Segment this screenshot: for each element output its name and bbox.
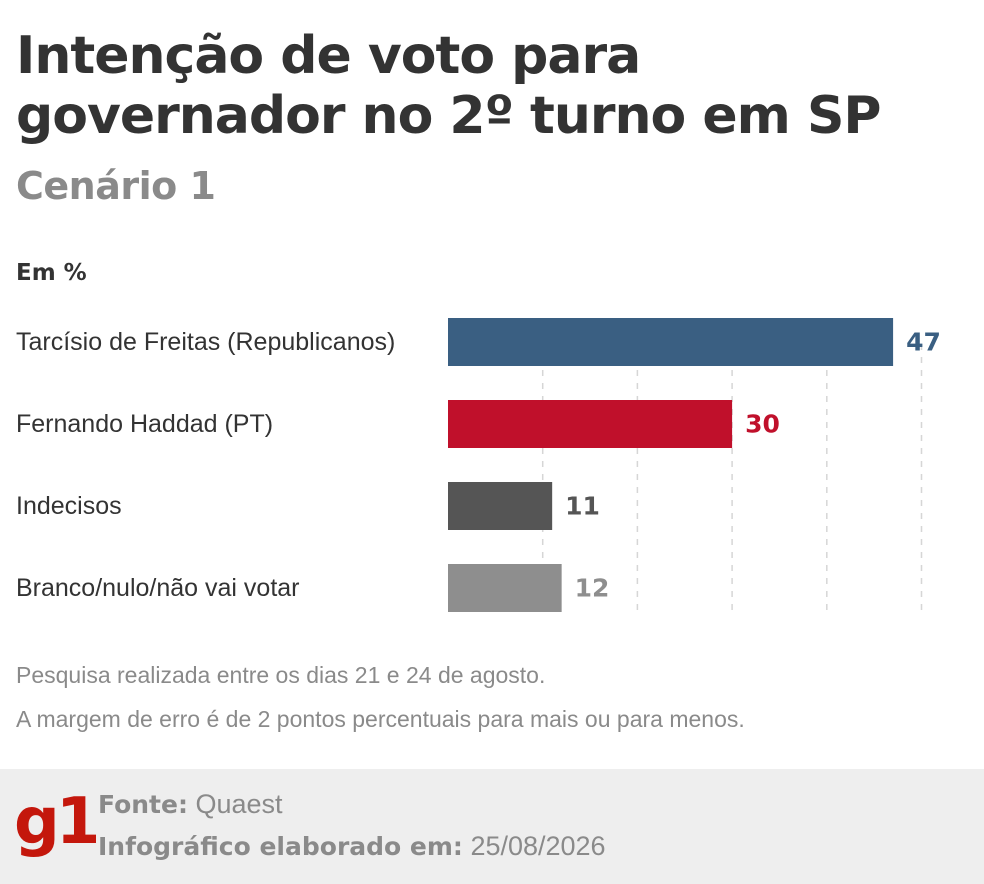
chart-subtitle: Cenário 1 — [16, 164, 216, 208]
margin-of-error-note: A margem de erro é de 2 pontos percentua… — [16, 706, 745, 732]
bar-row: Fernando Haddad (PT) 30 — [16, 400, 780, 448]
category-label: Branco/nulo/não vai votar — [16, 574, 300, 602]
category-label: Fernando Haddad (PT) — [16, 410, 273, 438]
gridlines — [541, 344, 923, 612]
bar-row: Branco/nulo/não vai votar 12 — [16, 564, 609, 612]
date-value: 25/08/2026 — [470, 831, 606, 861]
value-label: 30 — [745, 410, 780, 439]
category-label: Indecisos — [16, 492, 122, 520]
g1-logo: g1 — [14, 785, 100, 859]
survey-period-note: Pesquisa realizada entre os dias 21 e 24… — [16, 662, 546, 688]
bar — [448, 482, 553, 530]
value-label: 11 — [565, 492, 600, 521]
bar — [448, 318, 894, 366]
value-label: 47 — [906, 328, 941, 357]
footer: g1 Fonte: Quaest Infográfico elaborado e… — [0, 769, 984, 884]
bar-row: Tarcísio de Freitas (Republicanos) 47 — [16, 318, 941, 366]
source-line: Fonte: Quaest — [98, 787, 283, 822]
chart-title: Intenção de voto para governador no 2º t… — [16, 26, 882, 146]
unit-label: Em % — [16, 260, 87, 286]
date-label: Infográfico elaborado em: — [98, 832, 463, 861]
bar-chart: Tarcísio de Freitas (Republicanos) 47 Fern… — [16, 318, 941, 612]
date-line: Infográfico elaborado em: 25/08/2026 — [98, 829, 606, 864]
bar — [448, 564, 562, 612]
bar-row: Indecisos 11 — [16, 482, 600, 530]
source-value: Quaest — [195, 789, 283, 819]
category-label: Tarcísio de Freitas (Republicanos) — [16, 328, 395, 356]
bar — [448, 400, 733, 448]
source-label: Fonte: — [98, 790, 188, 819]
value-label: 12 — [575, 574, 610, 603]
